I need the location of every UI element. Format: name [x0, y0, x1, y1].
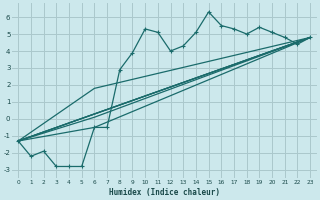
X-axis label: Humidex (Indice chaleur): Humidex (Indice chaleur)	[109, 188, 220, 197]
